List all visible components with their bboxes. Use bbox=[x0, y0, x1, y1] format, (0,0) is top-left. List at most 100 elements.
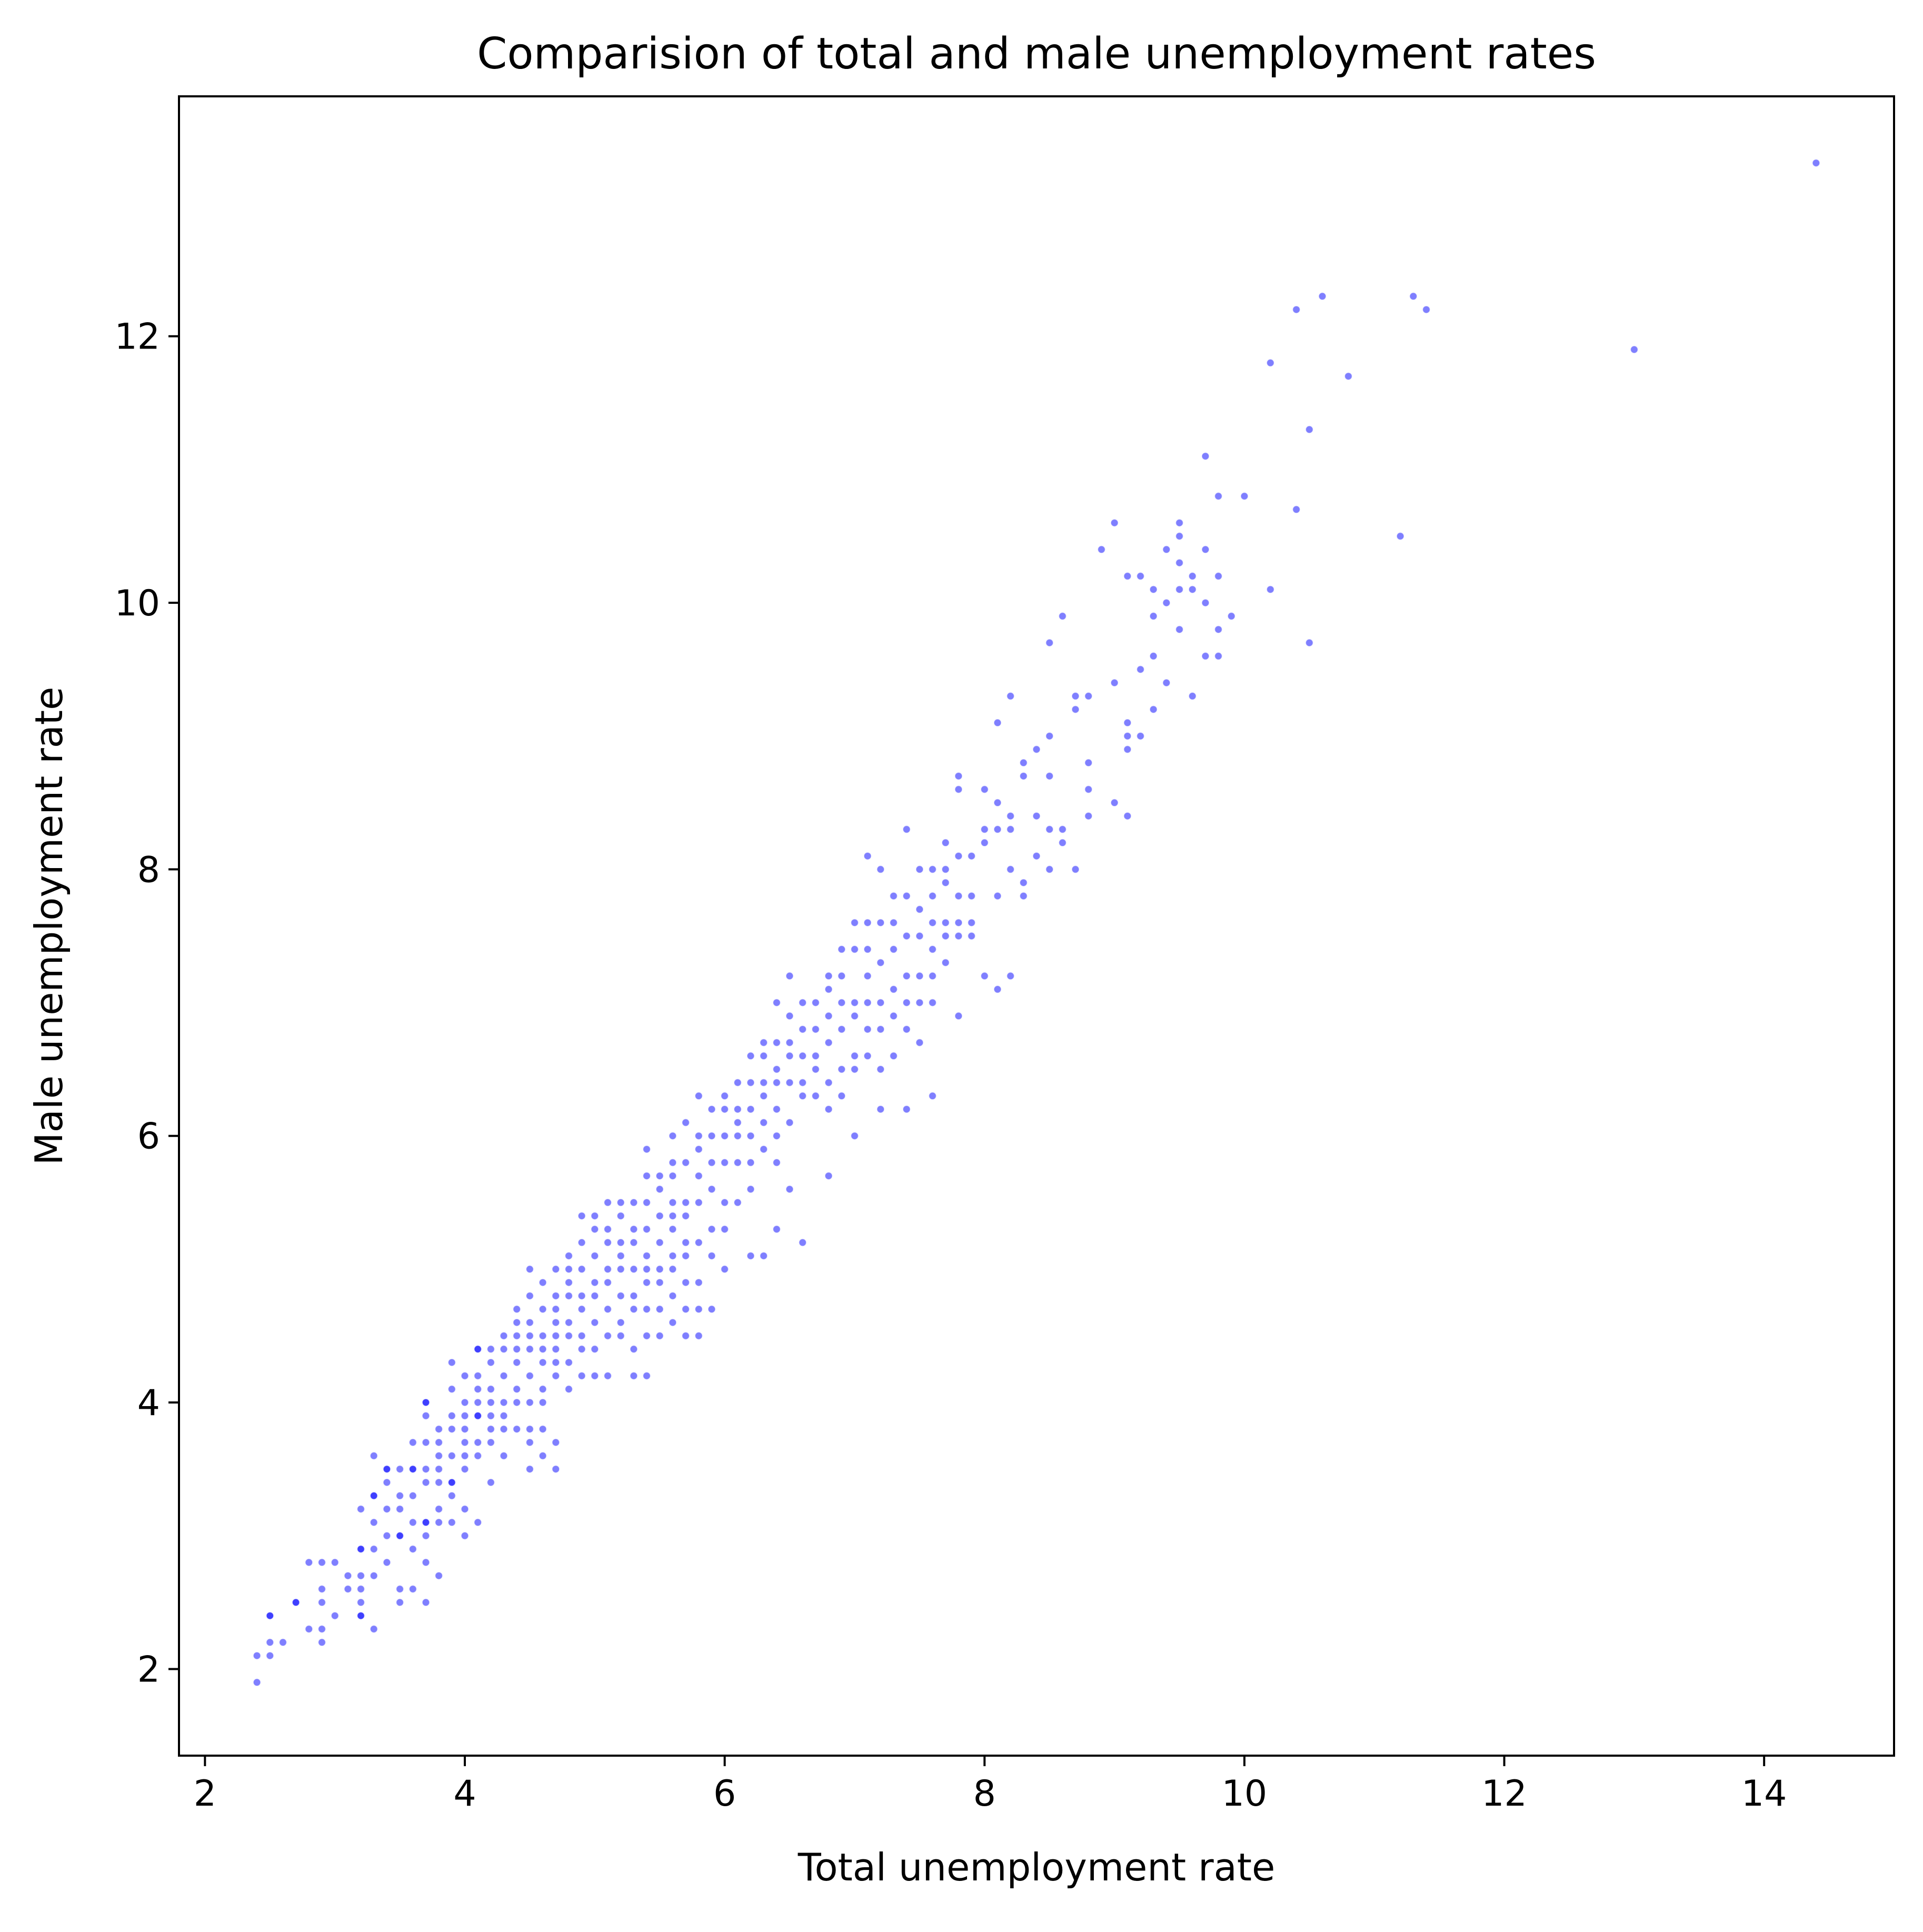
plot-frame bbox=[178, 95, 1895, 1757]
data-point bbox=[356, 1585, 365, 1594]
data-point bbox=[824, 985, 833, 994]
data-point bbox=[1058, 612, 1067, 621]
data-point bbox=[591, 1278, 599, 1287]
data-point bbox=[928, 998, 937, 1007]
data-point bbox=[253, 1678, 261, 1687]
data-point bbox=[603, 1225, 612, 1233]
data-point bbox=[772, 1131, 781, 1140]
data-point bbox=[356, 1611, 365, 1620]
data-point bbox=[512, 1318, 521, 1327]
data-point bbox=[1201, 652, 1210, 661]
data-point bbox=[616, 1251, 625, 1260]
x-tick-label: 4 bbox=[453, 1773, 476, 1815]
data-point bbox=[655, 1305, 664, 1313]
data-point bbox=[434, 1518, 443, 1527]
data-point bbox=[1214, 492, 1223, 501]
data-point bbox=[473, 1371, 482, 1380]
data-point bbox=[798, 1025, 807, 1033]
data-point bbox=[772, 1065, 781, 1073]
data-point bbox=[603, 1265, 612, 1273]
data-point bbox=[838, 998, 846, 1007]
data-point bbox=[461, 1411, 469, 1420]
data-point bbox=[1188, 692, 1197, 701]
y-tick-label: 4 bbox=[137, 1382, 160, 1424]
data-point bbox=[1058, 839, 1067, 847]
data-point bbox=[772, 1158, 781, 1167]
data-point bbox=[552, 1265, 560, 1273]
data-point bbox=[408, 1491, 417, 1500]
data-point bbox=[669, 1198, 677, 1207]
data-point bbox=[408, 1545, 417, 1553]
data-point bbox=[1409, 292, 1418, 301]
data-point bbox=[1084, 785, 1093, 794]
data-point bbox=[655, 1185, 664, 1193]
data-point bbox=[356, 1545, 365, 1553]
data-point bbox=[850, 918, 859, 927]
data-point bbox=[539, 1278, 547, 1287]
data-point bbox=[422, 1531, 430, 1540]
data-point bbox=[993, 985, 1002, 994]
data-point bbox=[1045, 639, 1054, 647]
data-point bbox=[669, 1291, 677, 1300]
data-point bbox=[642, 1305, 651, 1313]
data-point bbox=[422, 1478, 430, 1487]
data-point bbox=[928, 865, 937, 874]
data-point bbox=[525, 1465, 534, 1473]
data-point bbox=[746, 1078, 755, 1087]
data-point bbox=[1136, 572, 1145, 581]
data-point bbox=[525, 1345, 534, 1353]
data-point bbox=[681, 1305, 690, 1313]
data-point bbox=[331, 1558, 339, 1567]
data-point bbox=[850, 1012, 859, 1020]
data-point bbox=[1422, 305, 1431, 314]
data-point bbox=[1045, 825, 1054, 834]
data-point bbox=[434, 1438, 443, 1447]
data-point bbox=[525, 1318, 534, 1327]
data-point bbox=[1084, 692, 1093, 701]
data-point bbox=[434, 1451, 443, 1460]
data-point bbox=[344, 1571, 352, 1580]
data-point bbox=[863, 1025, 872, 1033]
data-point bbox=[395, 1598, 404, 1607]
data-point bbox=[642, 1265, 651, 1273]
data-point bbox=[669, 1171, 677, 1180]
data-point bbox=[1175, 532, 1184, 541]
data-point bbox=[967, 932, 976, 940]
data-point bbox=[1149, 612, 1158, 621]
data-point bbox=[447, 1478, 456, 1487]
data-point bbox=[863, 852, 872, 860]
data-point bbox=[447, 1358, 456, 1367]
data-point bbox=[1110, 799, 1119, 807]
data-point bbox=[1032, 852, 1041, 860]
data-point bbox=[708, 1105, 716, 1113]
data-point bbox=[1175, 519, 1184, 527]
data-point bbox=[539, 1358, 547, 1367]
data-point bbox=[473, 1518, 482, 1527]
data-point bbox=[669, 1131, 677, 1140]
data-point bbox=[395, 1585, 404, 1594]
data-point bbox=[266, 1638, 274, 1647]
data-point bbox=[1175, 559, 1184, 567]
data-point bbox=[694, 1278, 703, 1287]
data-point bbox=[954, 852, 963, 860]
data-point bbox=[1201, 545, 1210, 554]
data-point bbox=[708, 1131, 716, 1140]
data-point bbox=[941, 918, 950, 927]
data-point bbox=[1006, 972, 1015, 980]
data-point bbox=[473, 1398, 482, 1407]
data-point bbox=[616, 1291, 625, 1300]
data-point bbox=[708, 1158, 716, 1167]
data-point bbox=[552, 1371, 560, 1380]
data-point bbox=[850, 998, 859, 1007]
data-point bbox=[525, 1371, 534, 1380]
data-point bbox=[317, 1598, 326, 1607]
data-point bbox=[630, 1198, 638, 1207]
data-point bbox=[746, 1052, 755, 1060]
x-tick-label: 8 bbox=[973, 1773, 996, 1815]
data-point bbox=[876, 1025, 885, 1033]
data-point bbox=[824, 1038, 833, 1047]
data-point bbox=[408, 1585, 417, 1594]
data-point bbox=[759, 1092, 768, 1100]
data-point bbox=[785, 972, 794, 980]
data-point bbox=[889, 1052, 898, 1060]
